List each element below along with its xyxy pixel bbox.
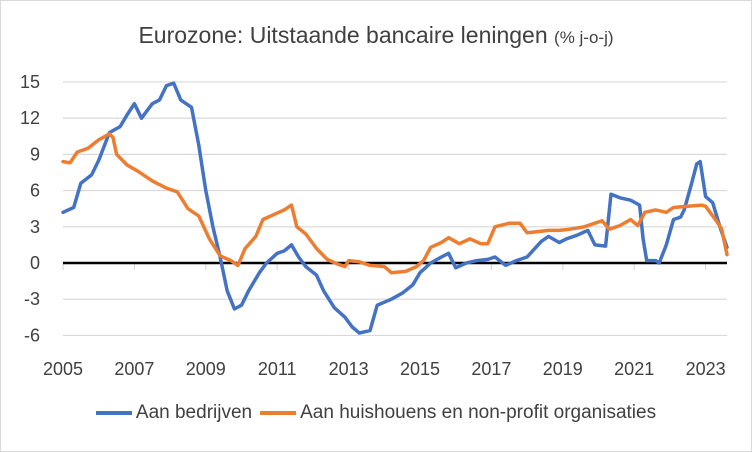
legend-label: Aan bedrijven: [135, 402, 253, 423]
x-tick-label: 2015: [400, 359, 440, 379]
x-tick-label: 2013: [329, 359, 369, 379]
legend-item-huishoudens: Aan huishouens en non-profit organisatie…: [260, 402, 656, 424]
y-tick-label: 9: [30, 144, 40, 164]
y-tick-label: 12: [20, 108, 40, 128]
chart-title: Eurozone: Uitstaande bancaire leningen (…: [0, 22, 752, 49]
chart-subtitle: (% j-o-j): [554, 28, 614, 47]
x-tick-label: 2019: [543, 359, 583, 379]
x-tick-label: 2009: [186, 359, 226, 379]
series-line-huishoudens: [61, 132, 729, 275]
y-tick-label: -3: [24, 289, 40, 309]
y-tick-label: 6: [30, 181, 40, 201]
x-tick-label: 2017: [471, 359, 511, 379]
x-tick-label: 2007: [114, 359, 154, 379]
legend: Aan bedrijven Aan huishouens en non-prof…: [0, 402, 752, 424]
y-tick-label: 15: [20, 72, 40, 92]
legend-swatch-blue: [95, 411, 132, 415]
x-tick-label: 2005: [43, 359, 83, 379]
series-line-bedrijven: [61, 81, 729, 335]
y-tick-label: 0: [30, 253, 40, 273]
x-tick-label: 2021: [614, 359, 654, 379]
chart-title-main: Eurozone: Uitstaande bancaire leningen: [138, 22, 548, 48]
x-tick-label: 2023: [686, 359, 726, 379]
y-tick-label: 3: [30, 217, 40, 237]
legend-label: Aan huishouens en non-profit organisatie…: [300, 402, 657, 423]
legend-swatch-orange: [260, 411, 297, 415]
x-tick-label: 2011: [258, 359, 297, 379]
y-tick-label: -6: [24, 325, 40, 345]
legend-item-bedrijven: Aan bedrijven: [95, 402, 253, 424]
